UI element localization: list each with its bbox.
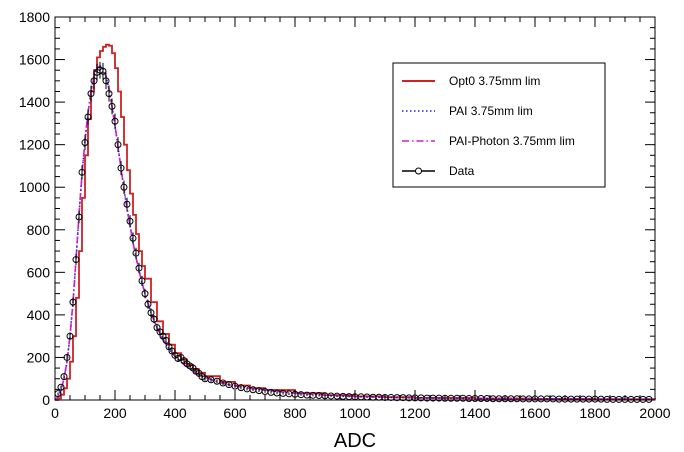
series-4-point bbox=[99, 67, 107, 75]
y-tick-label: 1400 bbox=[19, 94, 50, 110]
series-4-point bbox=[123, 200, 131, 208]
series-4-point bbox=[108, 102, 116, 110]
y-tick-label: 0 bbox=[42, 392, 50, 408]
series-4-point bbox=[138, 277, 146, 285]
y-tick-label: 400 bbox=[27, 307, 51, 323]
series-4-point bbox=[141, 290, 149, 298]
x-tick-label: 1600 bbox=[519, 405, 550, 421]
series-4-point bbox=[57, 383, 65, 391]
axis-layer: 0 200 400 600 800 1000 1200 1400 1600 1800 2000 0 20… bbox=[19, 9, 671, 421]
series-4-point bbox=[69, 298, 77, 306]
series-4-point bbox=[111, 117, 119, 125]
legend-entry: PAI 3.75mm lim bbox=[402, 104, 533, 118]
series-4-point bbox=[162, 336, 170, 344]
series-4-point bbox=[75, 213, 83, 221]
series-4-point bbox=[144, 300, 152, 308]
y-tick-label: 1200 bbox=[19, 137, 50, 153]
x-tick-label: 1800 bbox=[579, 405, 610, 421]
x-tick-label: 2000 bbox=[639, 405, 670, 421]
y-tick-label: 600 bbox=[27, 264, 51, 280]
series-4-point bbox=[60, 373, 68, 381]
x-axis-title: ADC bbox=[334, 430, 376, 452]
legend-label: Data bbox=[449, 164, 475, 178]
legend-box bbox=[392, 62, 606, 188]
series-4-point bbox=[90, 77, 98, 85]
series-4-point bbox=[129, 234, 137, 242]
legend-entry: PAI-Photon 3.75mm lim bbox=[402, 134, 575, 148]
x-tick-label: 1400 bbox=[459, 405, 490, 421]
y-tick-label: 1000 bbox=[19, 179, 50, 195]
legend: Opt0 3.75mm lim PAI 3.75mm lim PAI-Photon … bbox=[392, 62, 606, 188]
legend-entry: Data bbox=[402, 164, 475, 178]
series-4-point bbox=[135, 264, 143, 272]
legend-label: PAI-Photon 3.75mm lim bbox=[449, 134, 575, 148]
x-tick-label: 1200 bbox=[399, 405, 430, 421]
series-4-point bbox=[132, 249, 140, 257]
x-tick-label: 600 bbox=[223, 405, 247, 421]
series-4-point bbox=[147, 309, 155, 317]
series-4-point bbox=[66, 332, 74, 340]
legend-entry: Opt0 3.75mm lim bbox=[402, 74, 540, 88]
legend-entries: Opt0 3.75mm lim PAI 3.75mm lim PAI-Photon … bbox=[402, 74, 575, 178]
x-tick-label: 200 bbox=[103, 405, 127, 421]
series-4-point bbox=[114, 141, 122, 149]
y-tick-label: 800 bbox=[27, 222, 51, 238]
series-4-point bbox=[84, 113, 92, 121]
series-4-point bbox=[105, 90, 113, 98]
series-4-point bbox=[126, 217, 134, 225]
y-tick-label: 1600 bbox=[19, 52, 50, 68]
series-4-point bbox=[72, 256, 80, 264]
y-tick-label: 200 bbox=[27, 349, 51, 365]
series-4-point bbox=[645, 395, 653, 403]
legend-label: PAI 3.75mm lim bbox=[449, 104, 533, 118]
legend-marker bbox=[415, 167, 422, 175]
series-3-line bbox=[54, 64, 656, 401]
series-4-point bbox=[120, 183, 128, 191]
x-tick-label: 0 bbox=[51, 405, 59, 421]
legend-label: Opt0 3.75mm lim bbox=[449, 74, 540, 88]
y-tick-label: 1800 bbox=[19, 9, 50, 25]
series-4-point bbox=[117, 164, 125, 172]
series-4-point bbox=[78, 168, 86, 176]
x-tick-label: 400 bbox=[163, 405, 187, 421]
x-tick-label: 1000 bbox=[339, 405, 370, 421]
series-4-point bbox=[150, 315, 158, 323]
series-4-point bbox=[102, 77, 110, 85]
series-4-point bbox=[81, 139, 89, 147]
series-4-point bbox=[87, 90, 95, 98]
x-tick-label: 800 bbox=[283, 405, 307, 421]
